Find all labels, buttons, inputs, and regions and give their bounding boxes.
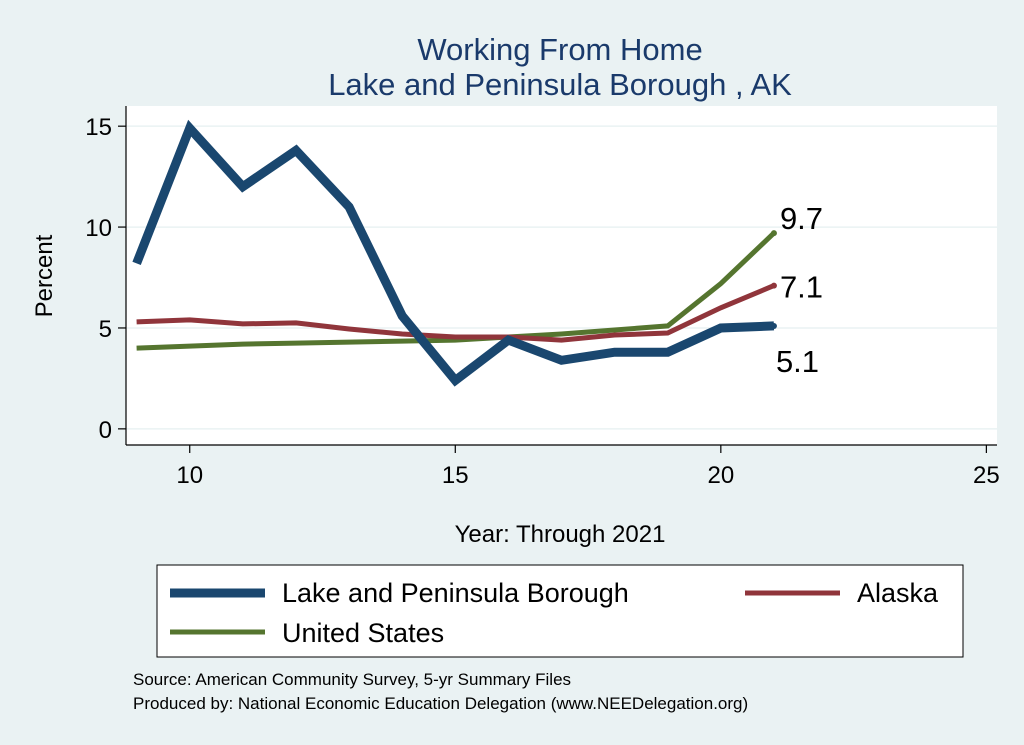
series-lines [132, 119, 777, 387]
y-axis-title: Percent [31, 234, 58, 317]
legend: Lake and Peninsula Borough Alaska United… [156, 564, 964, 658]
y-tick-label: 15 [85, 114, 112, 141]
chart-title-line-1: Working From Home [417, 32, 702, 67]
legend-label-united-states: United States [282, 618, 444, 648]
series-line-lake-and-peninsula-borough [132, 119, 775, 387]
end-label-united-states: 9.7 [780, 201, 823, 236]
source-note: Source: American Community Survey, 5-yr … [133, 670, 571, 689]
legend-box [156, 564, 964, 658]
end-label-lake-and-peninsula-borough: 5.1 [776, 344, 819, 379]
series-end-marker [770, 322, 777, 329]
x-tick-label: 15 [442, 462, 469, 489]
x-axis-title: Year: Through 2021 [455, 521, 666, 548]
y-tick-label: 5 [99, 316, 112, 343]
axes: 0 5 10 15 10 15 20 25 [85, 106, 1000, 489]
series-line-united-states [136, 231, 776, 351]
producer-note: Produced by: National Economic Education… [133, 694, 748, 713]
y-tick-label: 0 [99, 417, 112, 444]
legend-label-alaska: Alaska [857, 578, 939, 608]
x-tick-label: 25 [973, 462, 1000, 489]
y-tick-label: 10 [85, 215, 112, 242]
x-tick-label: 10 [176, 462, 203, 489]
end-labels: 5.1 7.1 9.7 [776, 201, 823, 379]
gridlines [126, 125, 997, 430]
chart-title-line-2: Lake and Peninsula Borough , AK [328, 67, 792, 102]
plot-area [126, 106, 997, 445]
series-end-marker [770, 230, 777, 237]
legend-label-lake-and-peninsula: Lake and Peninsula Borough [282, 578, 629, 608]
series-end-marker [770, 282, 777, 289]
series-line-alaska [136, 283, 775, 343]
end-label-alaska: 7.1 [780, 270, 823, 305]
x-tick-label: 20 [707, 462, 734, 489]
